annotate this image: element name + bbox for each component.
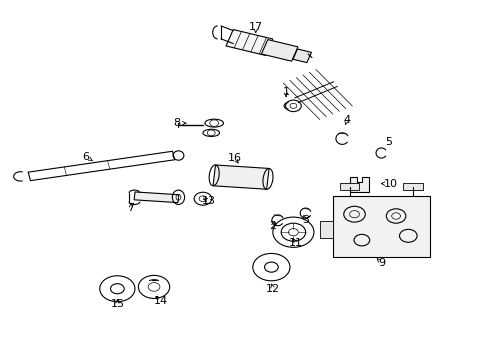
Text: 4: 4 bbox=[343, 114, 350, 125]
Text: 16: 16 bbox=[227, 153, 241, 163]
Text: 13: 13 bbox=[202, 196, 216, 206]
Text: 11: 11 bbox=[288, 238, 302, 248]
Text: 8: 8 bbox=[173, 118, 180, 128]
Polygon shape bbox=[225, 30, 272, 55]
Polygon shape bbox=[320, 221, 332, 238]
Text: 9: 9 bbox=[377, 258, 384, 268]
Text: 15: 15 bbox=[110, 299, 124, 309]
Text: 14: 14 bbox=[153, 296, 167, 306]
Text: 3: 3 bbox=[302, 215, 308, 225]
Text: 7: 7 bbox=[127, 203, 134, 213]
Polygon shape bbox=[213, 165, 268, 189]
Text: 12: 12 bbox=[265, 284, 279, 294]
Polygon shape bbox=[349, 177, 368, 192]
FancyBboxPatch shape bbox=[339, 183, 359, 190]
Text: 6: 6 bbox=[82, 152, 89, 162]
Text: 1: 1 bbox=[282, 87, 289, 97]
FancyBboxPatch shape bbox=[332, 196, 429, 257]
FancyBboxPatch shape bbox=[403, 183, 422, 190]
Polygon shape bbox=[292, 49, 311, 63]
Polygon shape bbox=[261, 40, 297, 61]
Text: 10: 10 bbox=[384, 179, 397, 189]
Polygon shape bbox=[134, 192, 179, 203]
Text: 5: 5 bbox=[385, 137, 391, 147]
Text: 2: 2 bbox=[269, 221, 276, 231]
Text: 17: 17 bbox=[248, 22, 262, 32]
